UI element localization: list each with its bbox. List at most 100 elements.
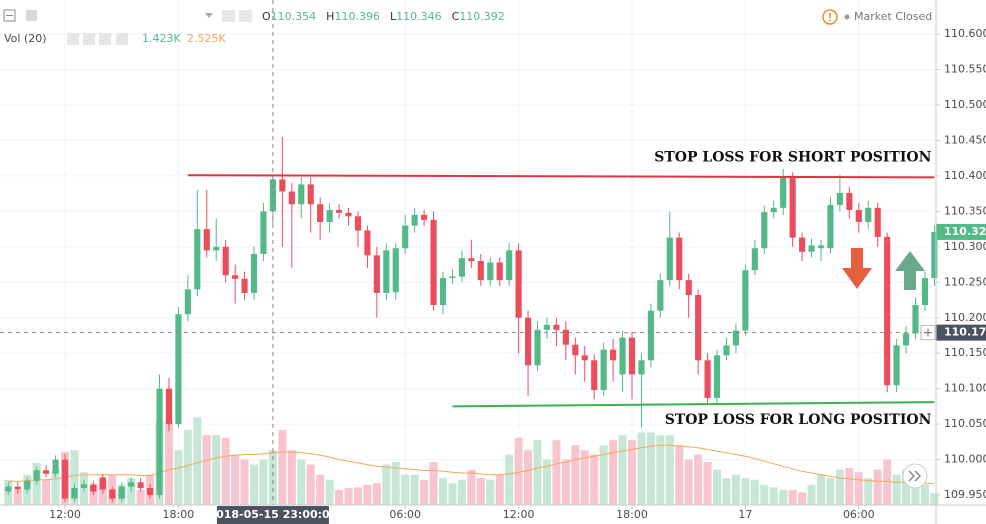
volume-bar — [524, 450, 533, 505]
status-icon-mark — [829, 13, 831, 18]
volume-bar — [306, 464, 315, 505]
volume-bar — [684, 459, 693, 505]
volume-bar — [457, 479, 466, 505]
volume-bar — [325, 479, 334, 505]
volume-bar — [826, 478, 835, 505]
candle-body — [874, 207, 881, 237]
crosshair-price-label: 110.179 — [944, 326, 986, 339]
candle-body — [430, 219, 437, 305]
candle-body — [572, 344, 579, 356]
y-tick-label: 110.450 — [944, 133, 986, 146]
candle-body — [865, 207, 872, 223]
candle-body — [392, 248, 399, 293]
candle-body — [468, 258, 475, 262]
y-tick-label: 110.150 — [944, 346, 986, 359]
candle-body — [799, 237, 806, 252]
y-tick-label: 110.050 — [944, 417, 986, 430]
volume-bar — [798, 492, 807, 505]
candle-body — [780, 178, 787, 208]
volume-bar — [70, 450, 79, 505]
y-tick-label: 110.550 — [944, 63, 986, 76]
price-layer — [5, 136, 938, 503]
candle-body — [893, 345, 900, 386]
grid-layer — [0, 0, 936, 505]
last-price-box — [936, 223, 986, 240]
volume-bar — [845, 467, 854, 505]
status-icon — [822, 9, 838, 25]
crosshair-time-box — [216, 506, 329, 524]
volume-bar — [902, 469, 911, 505]
annotation-line — [187, 174, 935, 179]
y-tick-label: 110.600 — [944, 27, 986, 40]
candle-body — [761, 212, 768, 249]
eye-button[interactable] — [222, 10, 235, 22]
y-tick-label: 110.350 — [944, 204, 986, 217]
candle-body — [165, 388, 173, 425]
volume-bar — [51, 469, 60, 505]
status-dot — [844, 14, 850, 20]
volume-bar — [231, 454, 240, 505]
volume-bar — [590, 454, 599, 505]
y-tick-label: 109.950 — [944, 488, 986, 501]
vol-add-button[interactable] — [99, 33, 111, 45]
volume-bar — [807, 484, 816, 505]
candle-body — [666, 237, 673, 281]
settings-button[interactable] — [239, 10, 252, 22]
volume-bar — [316, 474, 325, 505]
vol-eye-button[interactable] — [67, 33, 79, 45]
volume-bar — [694, 454, 703, 505]
ohlc-value: 110.354 — [271, 10, 317, 23]
volume-bar — [448, 483, 457, 505]
candle-body — [241, 278, 248, 293]
candle-body — [676, 237, 683, 281]
candle-body — [600, 349, 607, 391]
ohlc-value: 110.346 — [396, 10, 442, 23]
volume-bar — [731, 474, 740, 505]
vol-close-button[interactable] — [116, 33, 128, 45]
candle-body — [534, 329, 541, 366]
volume-bar — [864, 478, 873, 505]
candle-body — [128, 482, 135, 487]
symbol-icon — [26, 10, 37, 21]
y-tick-label: 110.400 — [944, 169, 986, 182]
candle-body — [307, 184, 314, 205]
volume-bar — [164, 419, 173, 505]
volume-bar — [637, 432, 646, 505]
candle-body — [723, 345, 730, 356]
candle-body — [581, 355, 588, 361]
candle-body — [43, 470, 50, 474]
volume-bar — [278, 430, 287, 505]
candle-body — [477, 261, 484, 281]
candle-body — [562, 329, 569, 345]
candle-body — [279, 179, 286, 192]
x-tick-label: 06:00 — [389, 508, 421, 521]
candle-body — [751, 248, 758, 271]
candle-body — [742, 270, 749, 331]
volume-bar — [127, 478, 136, 505]
volume-bar — [930, 493, 939, 505]
candle-body — [827, 204, 834, 249]
candle-body — [33, 470, 40, 481]
candle-body — [232, 275, 239, 279]
candle-body — [704, 360, 711, 398]
vol-settings-button[interactable] — [83, 33, 95, 45]
volume-bar — [495, 474, 504, 505]
volume-value: 1.423K — [142, 32, 181, 45]
candle-body — [354, 216, 362, 231]
x-tick-label: 06:00 — [843, 508, 875, 521]
volume-bar — [873, 469, 882, 505]
candle-body — [222, 246, 229, 276]
candle-body — [260, 211, 267, 254]
volume-bar — [335, 489, 344, 505]
volume-title: Vol (20) — [4, 32, 47, 45]
volume-bar — [13, 489, 22, 505]
dropdown-arrow[interactable] — [205, 13, 213, 18]
candle-body — [543, 324, 551, 330]
collapse-icon[interactable] — [3, 9, 16, 22]
volume-bar — [533, 440, 542, 505]
volume-bar — [892, 474, 901, 505]
candle-body — [884, 236, 891, 386]
candle-body — [99, 477, 106, 490]
candle-body — [5, 486, 12, 492]
